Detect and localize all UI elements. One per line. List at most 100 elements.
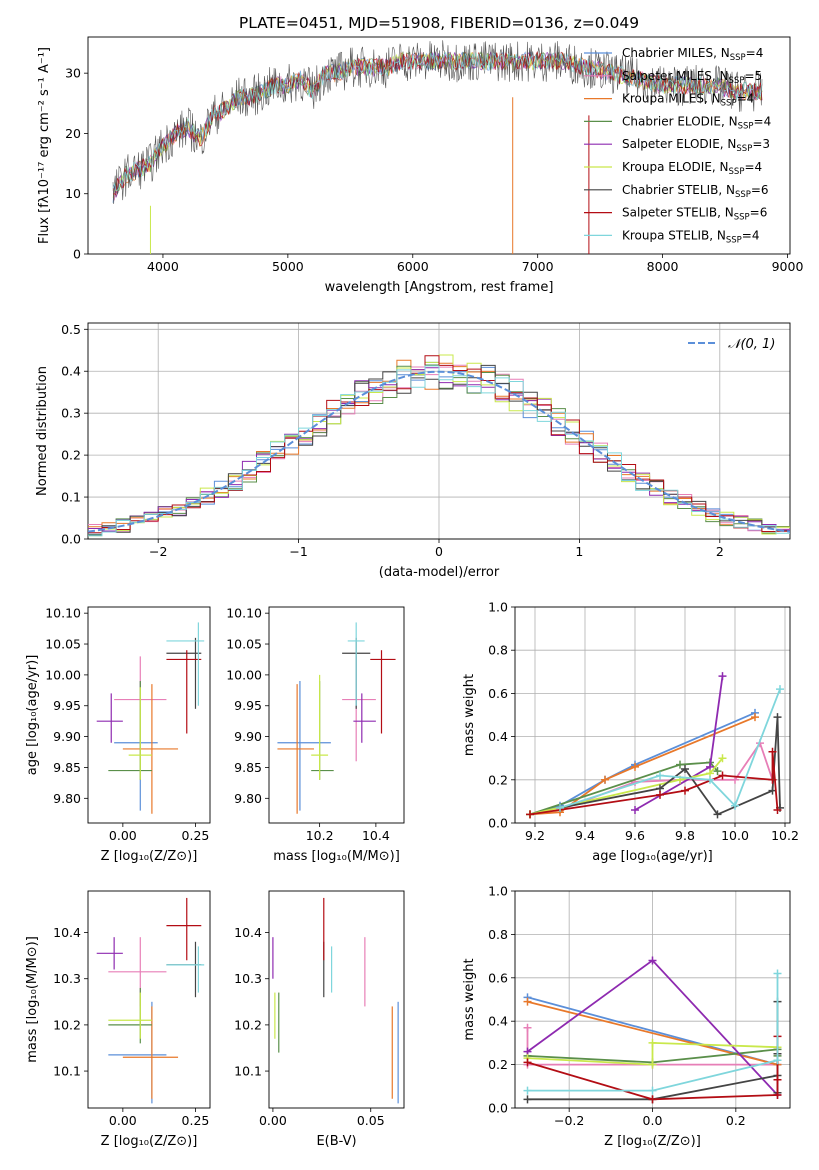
y-tick-label: 0.2	[488, 772, 508, 787]
weight-marker-kroupa_miles	[523, 997, 532, 1006]
y-tick-label: 0.5	[61, 322, 81, 337]
y-tick-label: 9.90	[234, 729, 262, 744]
x-tick-label: 8000	[647, 259, 679, 274]
y-tick-label: 10.3	[234, 971, 262, 986]
x-tick-label: 9.2	[525, 828, 545, 843]
x-tick-label: 0.2	[726, 1113, 746, 1128]
plot-frame	[268, 890, 405, 1109]
grid-lines	[515, 890, 790, 1109]
weight-line-kroupa_miles	[529, 716, 756, 816]
y-tick-label: 10.2	[53, 1017, 81, 1032]
x-axis-label: age [log₁₀(age/yr)]	[592, 849, 713, 864]
weight-line-kroupa_elodie	[529, 757, 724, 816]
x-tick-label: 0.25	[182, 828, 210, 843]
weight-marker-salpeter_stelib	[526, 810, 534, 819]
age_vs_mass-panel: 10.2 10.4 9.80 9.85 9.90 9.95 10.00 10.05 10.10 m…	[226, 606, 405, 864]
weight-marker-salpeter_stelib	[523, 1058, 532, 1067]
x-tick-label: −1	[289, 544, 307, 559]
y-tick-label: 10.05	[226, 637, 262, 652]
x-tick-label: 10.4	[362, 828, 390, 843]
weight-marker-salpeter_elodie	[648, 956, 657, 965]
weight-marker-kroupa_stelib	[648, 1086, 657, 1095]
y-tick-label: 0.0	[488, 816, 508, 831]
y-tick-label: 10.00	[45, 667, 81, 682]
weight-marker-salpeter_stelib	[773, 1090, 782, 1099]
legend-label-kroupa_miles: Kroupa MILES, NSSP=4	[622, 92, 754, 109]
weight-marker-salpeter_miles	[523, 1023, 532, 1032]
legend-label-salpeter_miles: Salpeter MILES, NSSP=5	[622, 69, 762, 86]
y-tick-label: 10.4	[234, 925, 262, 940]
x-axis-label: wavelength [Angstrom, rest frame]	[325, 280, 554, 295]
weight-marker-salpeter_stelib	[718, 771, 727, 780]
y-tick-label: 0.8	[488, 927, 508, 942]
error-bars	[96, 897, 205, 1104]
y-tick-label: 9.85	[234, 760, 262, 775]
plot-frame	[87, 322, 791, 540]
spectrum-series-chabrier_stelib	[112, 40, 763, 205]
plot-frame	[268, 606, 405, 824]
weight-marker-salpeter_stelib	[681, 786, 689, 795]
y-tick-label: 10.00	[226, 667, 262, 682]
x-tick-label: 1	[575, 544, 583, 559]
x-tick-label: −0.2	[554, 1113, 584, 1128]
x-tick-label: 7000	[522, 259, 554, 274]
y-tick-label: 9.95	[234, 698, 262, 713]
weight-marker-salpeter_elodie	[718, 672, 727, 681]
y-tick-label: 10.1	[234, 1064, 262, 1079]
plot-frame	[87, 606, 211, 824]
y-tick-label: 0.8	[488, 643, 508, 658]
x-axis-label: (data-model)/error	[379, 565, 500, 580]
x-axis-label: mass [log₁₀(M/M⊙)]	[273, 849, 400, 864]
legend-label-normal: 𝒩(0, 1)	[728, 337, 775, 352]
x-axis-label: Z [log₁₀(Z/Z⊙)]	[604, 1134, 701, 1149]
x-tick-label: 5000	[272, 259, 304, 274]
spectrum-lines	[112, 40, 763, 254]
y-tick-label: 10.05	[45, 637, 81, 652]
spectrum-panel: PLATE=0451, MJD=51908, FIBERID=0136, z=0…	[37, 14, 803, 295]
x-tick-label: 0	[435, 544, 443, 559]
weight-marker-chabrier_elodie	[676, 760, 684, 769]
weight-marker-kroupa_elodie	[648, 1060, 657, 1069]
x-tick-label: 2	[716, 544, 724, 559]
error-bars	[277, 622, 396, 814]
histogram-salpeter_stelib	[88, 355, 790, 534]
y-axis-label: mass [log₁₀(M/M⊙)]	[25, 936, 40, 1063]
y-tick-label: 0.2	[61, 448, 81, 463]
weight-marker-kroupa_elodie	[718, 754, 727, 763]
y-tick-label: 0.1	[61, 490, 81, 505]
spectrum-series-chabrier_elodie	[112, 51, 763, 192]
x-tick-label: 9.8	[675, 828, 695, 843]
weight-line-salpeter_miles	[526, 1027, 778, 1066]
weight-marker-chabrier_elodie	[713, 767, 722, 776]
legend-label-kroupa_elodie: Kroupa ELODIE, NSSP=4	[622, 160, 762, 177]
spectrum-series-salpeter_stelib	[112, 51, 763, 196]
y-tick-label: 0.6	[488, 970, 508, 985]
spectrum-series-kroupa_stelib	[112, 51, 763, 192]
error-bars	[96, 622, 205, 814]
x-tick-label: 0.25	[182, 1113, 210, 1128]
y-tick-label: 30	[65, 66, 81, 81]
x-tick-label: 0.00	[109, 828, 137, 843]
weight-marker-salpeter_stelib	[648, 1095, 657, 1104]
y-tick-label: 0.0	[488, 1101, 508, 1116]
y-tick-label: 10.10	[45, 606, 81, 621]
y-axis-label: mass weight	[462, 958, 477, 1040]
weight-marker-chabrier_stelib	[773, 713, 782, 722]
legend-label-kroupa_stelib: Kroupa STELIB, NSSP=4	[622, 228, 760, 245]
weight-marker-chabrier_stelib	[681, 765, 689, 773]
massweight_vs_Z-panel: −0.2 0.0 0.2 0.0 0.2 0.4 0.6 0.8 1.0 Z [log₁₀(Z/Z…	[462, 884, 791, 1149]
legend-label-salpeter_stelib: Salpeter STELIB, NSSP=6	[622, 206, 767, 223]
weight-marker-kroupa_stelib	[556, 803, 564, 812]
weight-marker-salpeter_stelib	[656, 790, 664, 799]
plot-frame	[87, 890, 211, 1109]
y-tick-label: 9.80	[234, 791, 262, 806]
x-tick-label: 4000	[147, 259, 179, 274]
weight-marker-kroupa_stelib	[523, 1086, 532, 1095]
weight-marker-kroupa_miles	[631, 762, 639, 771]
y-tick-label: 0	[73, 247, 81, 262]
legend-label-chabrier_miles: Chabrier MILES, NSSP=4	[622, 46, 763, 63]
y-tick-label: 9.90	[53, 729, 81, 744]
y-tick-label: 10.4	[53, 925, 81, 940]
x-tick-label: 10.2	[306, 828, 334, 843]
x-tick-label: 9.4	[575, 828, 595, 843]
